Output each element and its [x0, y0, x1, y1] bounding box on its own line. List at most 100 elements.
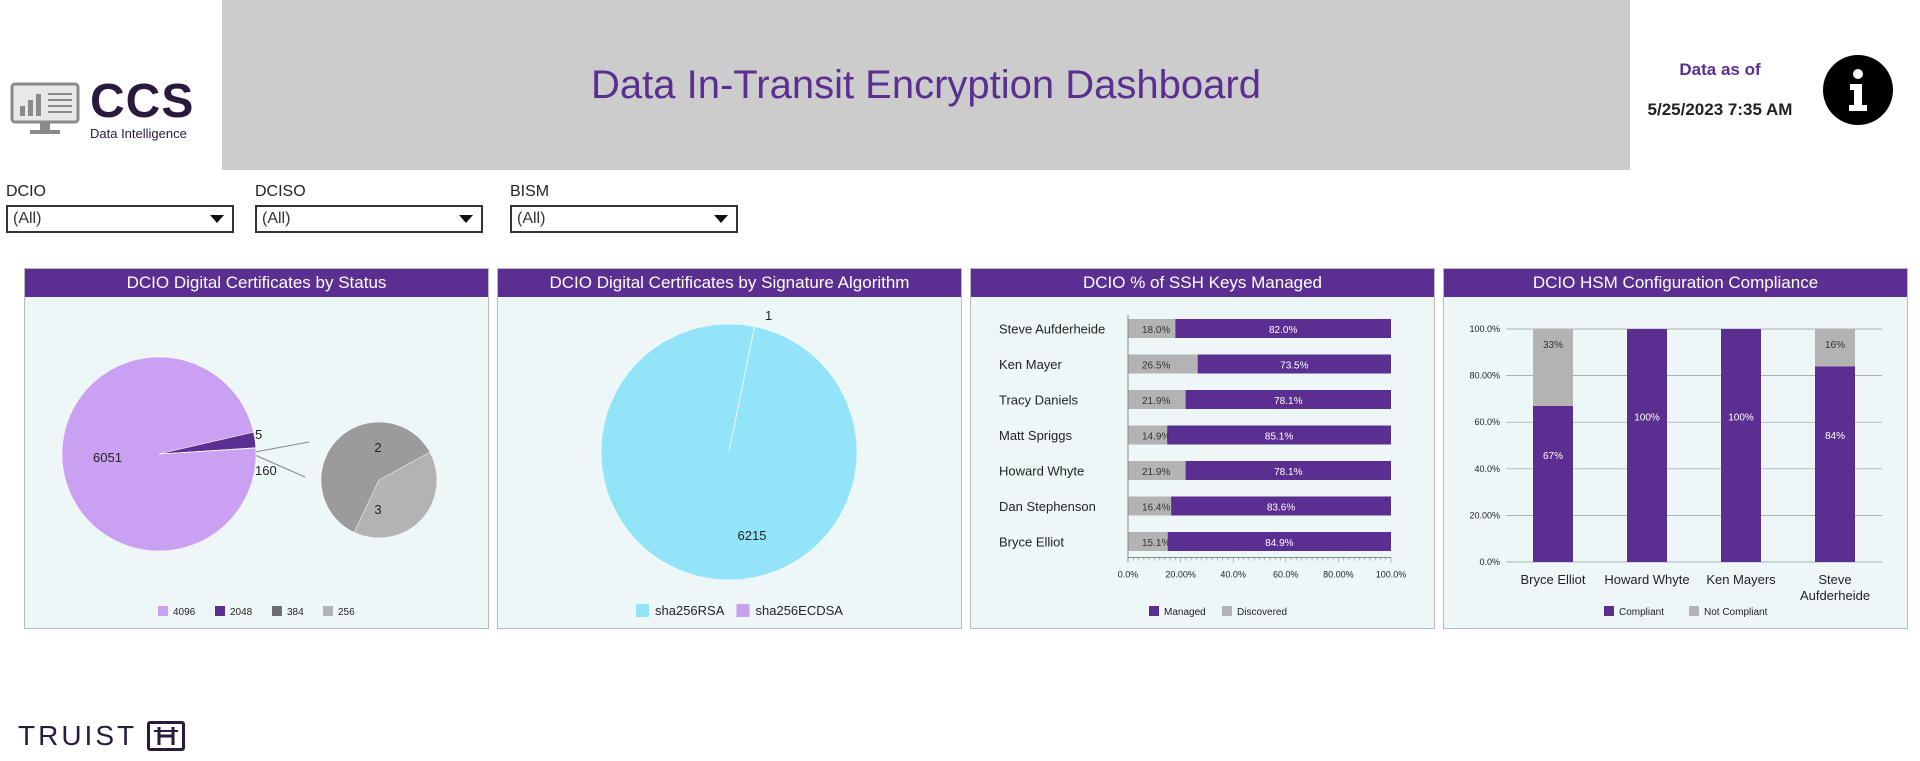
chart-legend: Compliant Not Compliant — [1604, 606, 1768, 618]
panel-title: DCIO Digital Certificates by Signature A… — [498, 269, 961, 297]
legend-swatch — [1604, 606, 1614, 616]
legend-swatch — [158, 606, 168, 616]
legend-label: 2048 — [230, 607, 253, 618]
panel-certificates-by-status: DCIO Digital Certificates by Status 6051… — [24, 268, 489, 629]
bar-label-discovered: 21.9% — [1142, 396, 1170, 407]
page-title: Data In-Transit Encryption Dashboard — [591, 62, 1261, 107]
slice-label-4096: 6051 — [93, 450, 122, 465]
bar-label-managed: 78.1% — [1274, 396, 1302, 407]
x-tick-label: 40.0% — [1220, 570, 1246, 580]
filter-dcio: DCIO (All) — [6, 183, 234, 233]
dciso-dropdown[interactable]: (All) — [255, 205, 483, 233]
info-button[interactable] — [1823, 55, 1893, 125]
y-tick-label: 80.00% — [1469, 371, 1500, 381]
bar-compliant[interactable] — [1533, 405, 1573, 562]
bar-label-managed: 83.6% — [1267, 503, 1295, 514]
panel-title: DCIO HSM Configuration Compliance — [1444, 269, 1907, 297]
legend-label: Not Compliant — [1704, 607, 1768, 618]
bar-compliant[interactable] — [1721, 329, 1761, 562]
filter-dciso: DCISO (All) — [255, 183, 483, 233]
y-tick-label: 20.00% — [1469, 510, 1500, 520]
bar-label-discovered: 16.4% — [1142, 503, 1170, 514]
breakout-slice-256[interactable] — [353, 451, 438, 539]
dcio-dropdown[interactable]: (All) — [6, 205, 234, 233]
x-tick-label: 60.0% — [1273, 570, 1299, 580]
hsm-bar-chart: 0.0% 20.00% 40.0% 60.0% 80.00% 100.0% 67% 33% Br… — [1469, 324, 1882, 618]
dropdown-value: (All) — [13, 210, 42, 227]
pie-slice-sha256rsa[interactable] — [600, 323, 858, 581]
data-as-of-value: 5/25/2023 7:35 AM — [1647, 100, 1793, 119]
bar-managed[interactable] — [1167, 425, 1391, 445]
category-label: Howard Whyte — [999, 464, 1084, 479]
bar-discovered[interactable] — [1128, 461, 1186, 480]
x-tick-label: 80.00% — [1323, 570, 1354, 580]
category-label: Bryce Elliot — [999, 535, 1064, 550]
breakout-label-384: 3 — [374, 502, 381, 517]
breakout-label-256: 2 — [374, 440, 381, 455]
bar-label-managed: 82.0% — [1269, 325, 1297, 336]
legend-label: 256 — [338, 607, 355, 618]
bar-managed[interactable] — [1175, 319, 1391, 338]
bism-dropdown[interactable]: (All) — [510, 205, 738, 233]
panel-hsm-compliance: DCIO HSM Configuration Compliance 0.0% 20… — [1443, 268, 1908, 629]
x-tick-label: 20.00% — [1165, 570, 1196, 580]
dropdown-value: (All) — [517, 210, 546, 227]
slice-label-2048: 160 — [255, 463, 277, 478]
bar-discovered[interactable] — [1128, 425, 1168, 445]
bar-discovered[interactable] — [1128, 496, 1172, 516]
data-as-of-label: Data as of — [1679, 60, 1761, 79]
bar-compliant[interactable] — [1627, 329, 1667, 562]
bar-label-compliant: 67% — [1543, 451, 1563, 462]
chart-legend: 4096 2048 384 256 — [158, 606, 355, 618]
category-label: Matt Spriggs — [999, 428, 1072, 443]
category-label: Tracy Daniels — [999, 393, 1078, 408]
chart-legend: Managed Discovered — [1149, 606, 1287, 618]
legend-swatch — [323, 606, 333, 616]
pie-slice-other[interactable] — [158, 447, 257, 455]
bar-label-not-compliant: 33% — [1543, 340, 1563, 351]
bar-discovered[interactable] — [1128, 532, 1168, 551]
bar-label-discovered: 21.9% — [1142, 467, 1170, 478]
filter-bism: BISM (All) — [510, 183, 738, 233]
monitor-chart-icon — [10, 82, 80, 134]
category-label: Bryce Elliot — [1520, 572, 1585, 587]
dropdown-value: (All) — [262, 210, 291, 227]
y-tick-label: 100.0% — [1469, 324, 1500, 334]
bar-not-compliant[interactable] — [1815, 329, 1855, 367]
legend-label: sha256RSA — [655, 603, 725, 618]
bar-managed[interactable] — [1171, 496, 1391, 516]
bar-managed[interactable] — [1167, 532, 1391, 551]
bar-label-discovered: 15.1% — [1142, 538, 1170, 549]
logo-subtitle: Data Intelligence — [90, 126, 187, 141]
bar-discovered[interactable] — [1128, 319, 1176, 338]
panel-title: DCIO Digital Certificates by Status — [25, 269, 488, 297]
category-label: Steve Aufderheide — [999, 322, 1105, 337]
breakout-slice-384[interactable] — [320, 421, 431, 533]
panel-title: DCIO % of SSH Keys Managed — [971, 269, 1434, 297]
algorithm-pie-chart: 1 6215 sha256RSA sha256ECDSA — [600, 308, 858, 618]
bar-managed[interactable] — [1197, 354, 1391, 374]
pie-slice-sha256ecdsa[interactable] — [728, 326, 755, 453]
caret-down-icon — [210, 215, 224, 223]
bar-label-discovered: 14.9% — [1142, 432, 1170, 443]
bar-not-compliant[interactable] — [1533, 329, 1573, 406]
panel-ssh-keys-managed: DCIO % of SSH Keys Managed Steve Aufderh… — [970, 268, 1435, 629]
bar-label-discovered: 26.5% — [1142, 361, 1170, 372]
slice-label-sha256ecdsa: 1 — [765, 308, 772, 323]
filter-label: DCISO — [255, 183, 306, 200]
legend-label: 4096 — [173, 607, 196, 618]
status-pie-chart: 6051 5 160 2 3 4096 2048 384 256 — [61, 356, 438, 618]
legend-swatch — [215, 606, 225, 616]
legend-swatch — [636, 604, 649, 617]
bar-compliant[interactable] — [1815, 366, 1855, 562]
category-label: Aufderheide — [1800, 588, 1870, 603]
data-as-of: Data as of 5/25/2023 7:35 AM — [1630, 60, 1810, 120]
bar-managed[interactable] — [1185, 461, 1391, 480]
breakout-connector — [254, 454, 306, 478]
bar-discovered[interactable] — [1128, 354, 1198, 374]
bar-label-discovered: 18.0% — [1142, 325, 1170, 336]
bar-managed[interactable] — [1185, 390, 1391, 409]
x-tick-label: 100.0% — [1376, 570, 1407, 580]
bar-discovered[interactable] — [1128, 390, 1186, 409]
y-tick-label: 0.0% — [1479, 557, 1500, 567]
